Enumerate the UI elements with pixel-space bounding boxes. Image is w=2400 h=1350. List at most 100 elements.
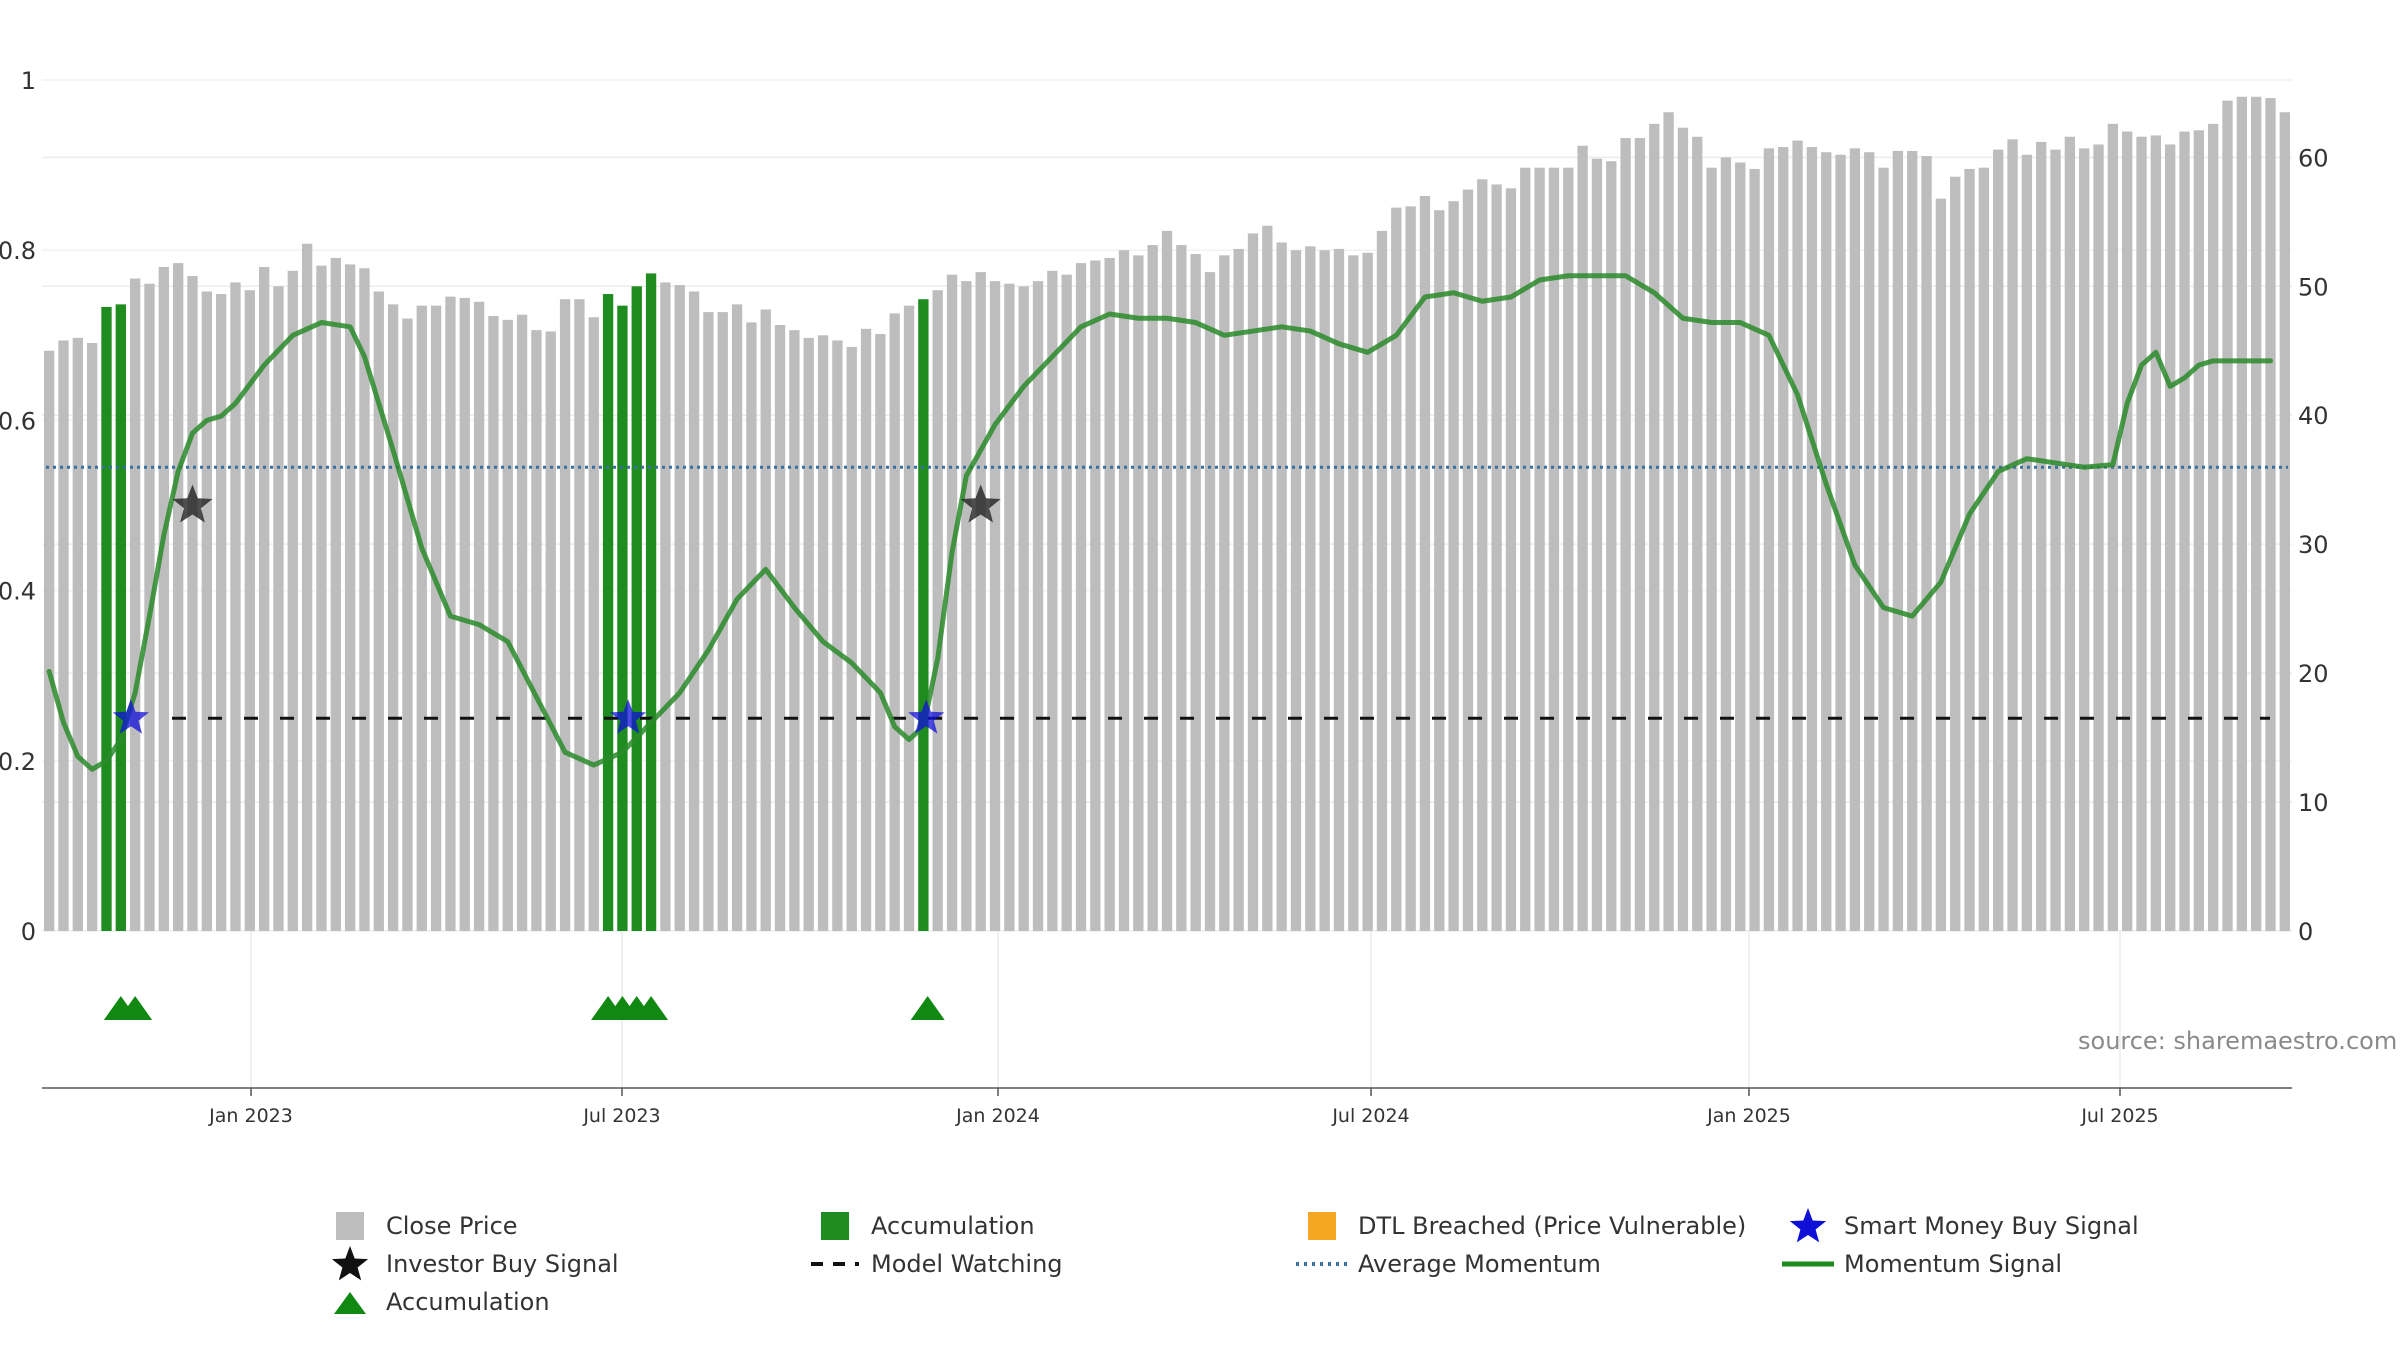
investor-buy-star (960, 484, 1001, 523)
legend-label: Accumulation (871, 1212, 1035, 1240)
close-price-bar (158, 266, 169, 931)
right-axis-tick: 10 (2298, 789, 2329, 817)
close-price-bar (2050, 149, 2061, 932)
close-price-bar (946, 274, 958, 931)
close-price-bar (588, 317, 599, 931)
close-price-bar (1577, 145, 1588, 931)
legend-triangle (334, 1292, 366, 1314)
left-axis-tick: 0.4 (0, 578, 36, 606)
close-price-bar (72, 337, 83, 931)
black-star-icon (331, 1246, 369, 1281)
close-price-bar (316, 265, 327, 931)
close-price-bar (2107, 123, 2119, 931)
close-price-bar (1434, 210, 1445, 932)
legend-label: Close Price (386, 1212, 518, 1240)
close-price-bar (2251, 96, 2262, 931)
close-price-bar (502, 319, 513, 931)
right-axis-tick: 0 (2298, 918, 2313, 946)
close-price-bar (459, 297, 470, 931)
close-price-bar (1190, 254, 1201, 931)
momentum-signal (46, 273, 2274, 772)
accumulation-triangle (118, 996, 153, 1020)
close-price-bar (58, 340, 69, 931)
legend-label: Momentum Signal (1844, 1250, 2063, 1278)
smart-money-buy-star (908, 699, 945, 734)
left-axis-tick: 0.8 (0, 237, 36, 265)
close-price-bar (44, 350, 55, 932)
close-price-bar (2279, 112, 2290, 931)
close-price-bar (1133, 255, 1144, 932)
accumulation-bar (602, 294, 614, 931)
close-price-bar (1319, 250, 1330, 931)
left-axis-tick: 1 (21, 67, 36, 95)
close-price-bar (989, 281, 1001, 931)
close-price-bar (129, 278, 141, 932)
x-axis-tick: Jul 2024 (1331, 1105, 1409, 1127)
legend-item: Smart Money Buy Signal (1778, 1208, 2139, 1244)
close-price-bar (1118, 250, 1130, 931)
close-price-bar (1391, 207, 1402, 931)
close-price-bar (1534, 167, 1545, 932)
close-price-bar (1677, 127, 1689, 931)
accumulation-bar (631, 286, 642, 931)
close-price-bar (330, 257, 341, 931)
close-price-bar (1591, 158, 1603, 932)
close-price-bar (531, 330, 542, 931)
close-price-bar (2079, 148, 2090, 931)
close-price-bar (1821, 152, 1832, 931)
close-price-bar (1749, 168, 1760, 931)
blue-star-icon (1789, 1208, 1827, 1243)
legend-star (1789, 1208, 1827, 1243)
close-price-bar (1147, 245, 1158, 931)
close-price-bar (746, 322, 757, 931)
reference-lines (46, 465, 2288, 720)
close-price-bar (488, 315, 499, 931)
close-price-bar (1405, 206, 1416, 932)
legend: Close Price Accumulation DTL Breached (Pri… (320, 1208, 2220, 1328)
close-price-bar (703, 312, 714, 931)
close-price-bar (660, 282, 671, 932)
close-price-bar (1491, 184, 1502, 931)
x-axis-tick: Jul 2025 (2080, 1105, 2158, 1127)
left-axis-tick: 0.6 (0, 407, 36, 435)
close-price-bar (1004, 283, 1015, 931)
legend-item: Average Momentum (1292, 1246, 1601, 1282)
close-price-bar (1462, 189, 1474, 931)
close-price-bar (688, 291, 700, 932)
source-credit: source: sharemaestro.com (2078, 1027, 2397, 1055)
close-price-bar (932, 290, 943, 931)
close-price-bar (473, 301, 485, 931)
close-price-bar (846, 346, 857, 931)
close-price-bar (1835, 154, 1846, 931)
close-price-bar (1720, 157, 1732, 931)
close-price-bar (1104, 257, 1115, 931)
close-price-bar (774, 324, 786, 931)
accumulation-triangle (634, 996, 669, 1020)
close-price-bar (1520, 167, 1531, 932)
close-price-bar (1419, 196, 1431, 931)
close-price-bar (860, 328, 872, 931)
close-price-bar (1806, 147, 1818, 932)
legend-symbol (805, 1246, 865, 1282)
close-price-bar (87, 343, 98, 931)
close-price-bar (1563, 167, 1574, 932)
accumulation-bar (101, 306, 112, 931)
close-price-bar (1290, 250, 1302, 931)
right-axis-tick: 60 (2298, 144, 2329, 172)
signal-markers (103, 484, 1001, 1020)
close-price-bar (287, 270, 298, 931)
close-price-bar (975, 272, 986, 931)
close-price-bar (387, 304, 399, 931)
legend-item: Momentum Signal (1778, 1246, 2062, 1282)
blue-dotted-line-icon (1296, 1262, 1348, 1266)
close-price-bar (1090, 260, 1101, 931)
close-price-bar (172, 263, 184, 931)
close-price-bar (402, 318, 413, 932)
close-price-bar (1864, 152, 1875, 931)
close-price-bar (2064, 136, 2076, 931)
green-square-icon (821, 1212, 849, 1240)
close-price-bar (1075, 263, 1087, 931)
gray-square-icon (336, 1212, 364, 1240)
